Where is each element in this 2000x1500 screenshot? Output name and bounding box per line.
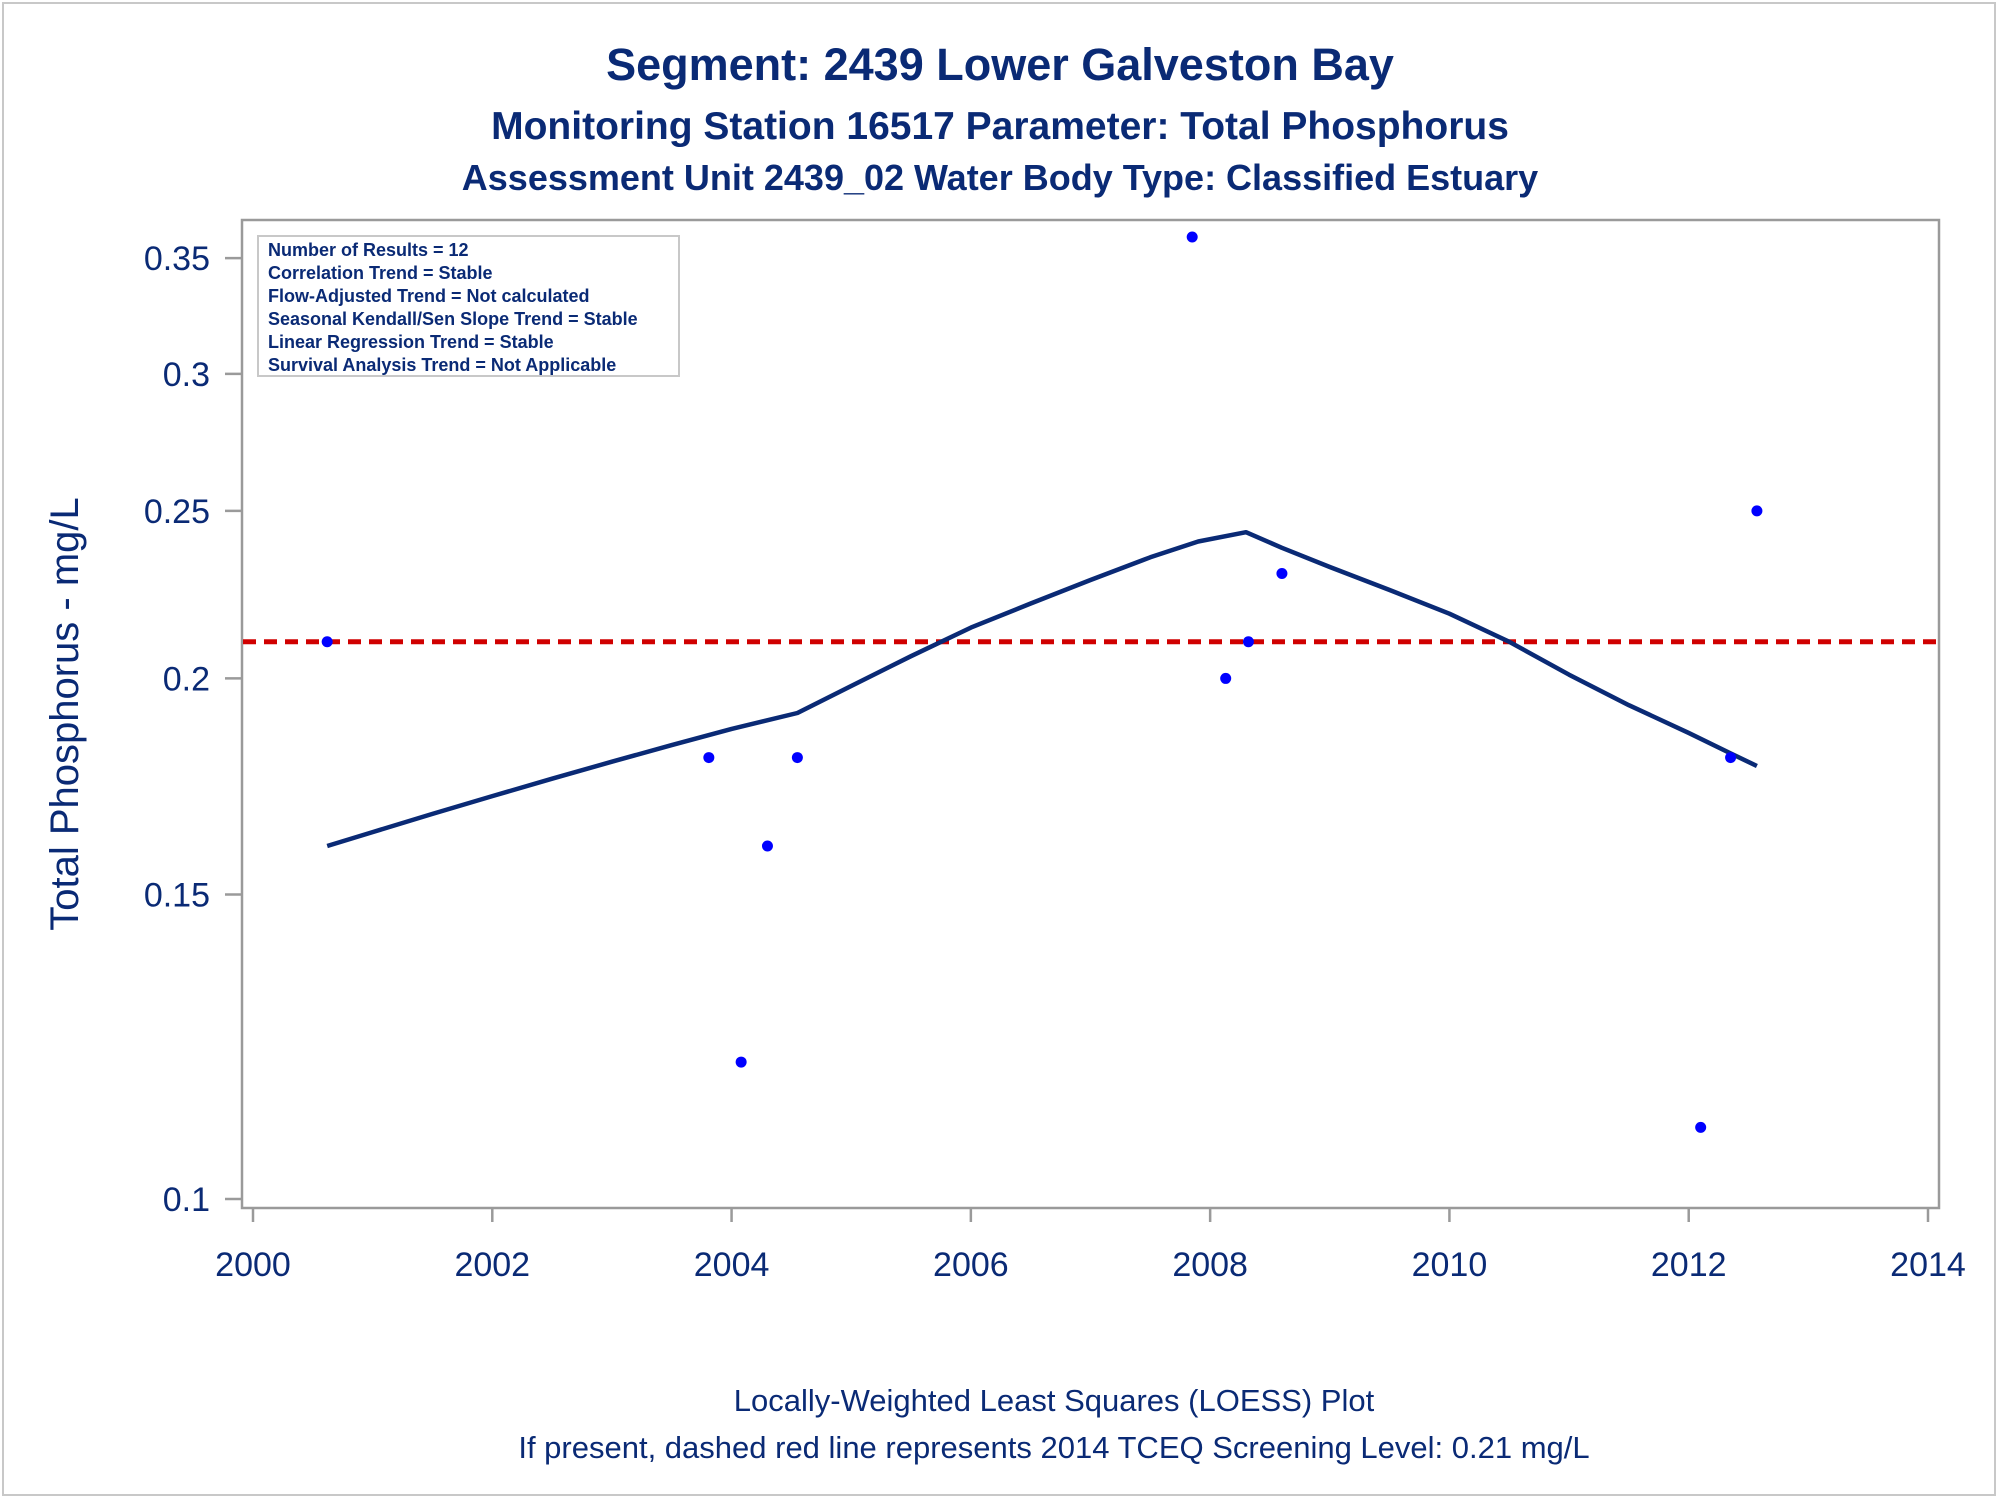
y-tick-label: 0.2 [163,660,210,698]
y-axis-label: Total Phosphorus - mg/L [43,497,87,931]
y-tick-label: 0.1 [163,1181,210,1219]
y-tick-label: 0.3 [163,356,210,394]
data-point [1186,231,1198,243]
data-point [1242,636,1254,648]
stats-survival-analysis-trend: Survival Analysis Trend = Not Applicable [268,355,616,375]
chart-title: Segment: 2439 Lower Galveston Bay [606,39,1394,90]
plot-area [240,218,1941,1210]
x-tick-label: 2002 [454,1246,530,1284]
data-point [703,752,715,764]
x-tick-label: 2004 [694,1246,770,1284]
x-tick-label: 2010 [1412,1246,1488,1284]
x-axis: 2000 2002 2004 2006 2008 2010 2012 2014 [215,1208,1966,1284]
y-axis: 0.1 0.15 0.2 0.25 0.3 0.35 [144,240,242,1219]
x-tick-label: 2006 [933,1246,1009,1284]
loess-curve [326,529,1758,849]
footer-screening-note: If present, dashed red line represents 2… [518,1430,1589,1465]
data-point [791,752,803,764]
data-point [1276,567,1288,579]
y-tick-label: 0.35 [144,240,210,278]
chart-subtitle-assessment: Assessment Unit 2439_02 Water Body Type:… [462,157,1538,198]
data-point [735,1056,747,1068]
x-tick-label: 2008 [1172,1246,1248,1284]
stats-flow-adjusted-trend: Flow-Adjusted Trend = Not calculated [268,286,590,306]
x-tick-label: 2012 [1651,1246,1727,1284]
y-tick-label: 0.15 [144,876,210,914]
stats-number-of-results: Number of Results = 12 [268,240,469,260]
data-point [1695,1121,1707,1133]
data-point [761,840,773,852]
data-point [1751,505,1763,517]
y-tick-label: 0.25 [144,493,210,531]
x-tick-label: 2014 [1890,1246,1966,1284]
stats-linear-regression-trend: Linear Regression Trend = Stable [268,332,554,352]
x-tick-label: 2000 [215,1246,291,1284]
chart-subtitle-station: Monitoring Station 16517 Parameter: Tota… [491,105,1509,148]
data-point [1725,752,1737,764]
stats-correlation-trend: Correlation Trend = Stable [268,263,493,283]
stats-box: Number of Results = 12 Correlation Trend… [257,235,680,377]
footer-loess-note: Locally-Weighted Least Squares (LOESS) P… [734,1383,1375,1418]
chart-marks [243,231,1938,1133]
stats-seasonal-kendall-trend: Seasonal Kendall/Sen Slope Trend = Stabl… [268,309,638,329]
stats-box-border [257,235,680,377]
data-point [1220,672,1232,684]
data-point [321,636,333,648]
